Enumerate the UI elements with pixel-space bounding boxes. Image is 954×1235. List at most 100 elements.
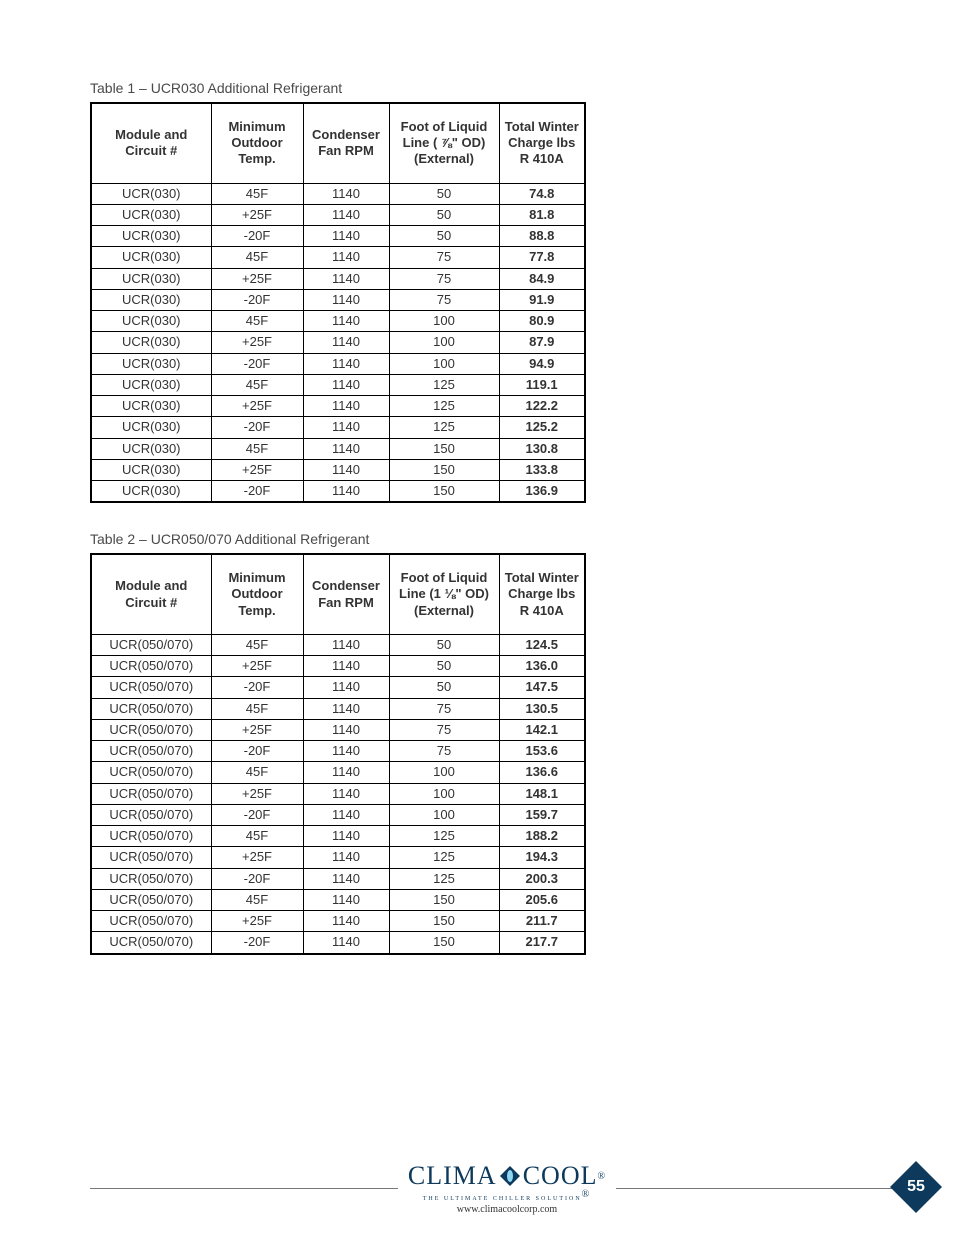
table-cell: 45F xyxy=(211,438,303,459)
table-cell: 100 xyxy=(389,353,499,374)
column-header: Module and Circuit # xyxy=(91,103,211,183)
table-cell: -20F xyxy=(211,481,303,503)
table-cell: 1140 xyxy=(303,396,389,417)
table-row: UCR(030)+25F1140150133.8 xyxy=(91,459,585,480)
table-row: UCR(050/070)45F1140100136.6 xyxy=(91,762,585,783)
table-cell: UCR(050/070) xyxy=(91,634,211,655)
table-cell: UCR(050/070) xyxy=(91,698,211,719)
table-cell: 1140 xyxy=(303,332,389,353)
table-cell: 150 xyxy=(389,459,499,480)
table-cell: 150 xyxy=(389,438,499,459)
table-cell: +25F xyxy=(211,459,303,480)
table-cell: -20F xyxy=(211,289,303,310)
table-cell: 45F xyxy=(211,889,303,910)
table-cell: UCR(030) xyxy=(91,247,211,268)
table-cell: 77.8 xyxy=(499,247,585,268)
table-cell: 125 xyxy=(389,396,499,417)
table-cell: 50 xyxy=(389,677,499,698)
brand-logo: CLIMA COOL ® THE ULTIMATE CHILLER SOLUTI… xyxy=(408,1161,606,1215)
column-header: Condenser Fan RPM xyxy=(303,103,389,183)
table-cell: 136.9 xyxy=(499,481,585,503)
table-cell: 147.5 xyxy=(499,677,585,698)
table-cell: 148.1 xyxy=(499,783,585,804)
table-cell: UCR(050/070) xyxy=(91,847,211,868)
table-cell: 1140 xyxy=(303,911,389,932)
table-cell: 75 xyxy=(389,698,499,719)
table-row: UCR(050/070)+25F1140150211.7 xyxy=(91,911,585,932)
table-cell: UCR(030) xyxy=(91,268,211,289)
table-cell: 1140 xyxy=(303,634,389,655)
table-cell: UCR(030) xyxy=(91,332,211,353)
table-row: UCR(050/070)-20F114075153.6 xyxy=(91,741,585,762)
registered-mark: ® xyxy=(597,1171,606,1182)
table-row: UCR(050/070)45F114075130.5 xyxy=(91,698,585,719)
table-cell: -20F xyxy=(211,677,303,698)
table-cell: 1140 xyxy=(303,353,389,374)
table-cell: 125 xyxy=(389,868,499,889)
table-cell: 75 xyxy=(389,719,499,740)
table-cell: 1140 xyxy=(303,783,389,804)
table-cell: 45F xyxy=(211,247,303,268)
table-cell: 1140 xyxy=(303,268,389,289)
table-cell: 136.6 xyxy=(499,762,585,783)
table-cell: 50 xyxy=(389,656,499,677)
table-cell: 1140 xyxy=(303,289,389,310)
table-row: UCR(050/070)-20F1140100159.7 xyxy=(91,804,585,825)
table-cell: 84.9 xyxy=(499,268,585,289)
table-cell: +25F xyxy=(211,332,303,353)
table-cell: 119.1 xyxy=(499,374,585,395)
table-cell: 45F xyxy=(211,374,303,395)
table-cell: UCR(030) xyxy=(91,289,211,310)
logo-url: www.climacoolcorp.com xyxy=(408,1204,606,1215)
table-cell: 1140 xyxy=(303,417,389,438)
table-caption: Table 1 – UCR030 Additional Refrigerant xyxy=(90,80,864,96)
table-cell: 1140 xyxy=(303,741,389,762)
table-cell: UCR(030) xyxy=(91,481,211,503)
table-cell: 1140 xyxy=(303,889,389,910)
table-row: UCR(030)-20F114010094.9 xyxy=(91,353,585,374)
logo-text-right: COOL xyxy=(523,1161,598,1191)
table-cell: 142.1 xyxy=(499,719,585,740)
table-cell: 194.3 xyxy=(499,847,585,868)
table-cell: 50 xyxy=(389,183,499,204)
table-cell: 150 xyxy=(389,889,499,910)
table-cell: UCR(030) xyxy=(91,396,211,417)
table-cell: +25F xyxy=(211,847,303,868)
logo-tagline: THE ULTIMATE CHILLER SOLUTION® xyxy=(408,1189,606,1202)
table-cell: +25F xyxy=(211,204,303,225)
table-cell: +25F xyxy=(211,656,303,677)
table-row: UCR(030)45F114010080.9 xyxy=(91,311,585,332)
table-row: UCR(030)-20F1140125125.2 xyxy=(91,417,585,438)
table-cell: +25F xyxy=(211,911,303,932)
table-cell: 1140 xyxy=(303,932,389,954)
table-cell: 87.9 xyxy=(499,332,585,353)
table-cell: 124.5 xyxy=(499,634,585,655)
footer-rule-left xyxy=(90,1188,398,1189)
column-header: Condenser Fan RPM xyxy=(303,554,389,634)
table-cell: 125 xyxy=(389,847,499,868)
table-cell: +25F xyxy=(211,396,303,417)
table-cell: UCR(030) xyxy=(91,438,211,459)
table-row: UCR(030)45F11407577.8 xyxy=(91,247,585,268)
table-cell: 75 xyxy=(389,741,499,762)
table-cell: 1140 xyxy=(303,868,389,889)
table-cell: 94.9 xyxy=(499,353,585,374)
table-cell: 1140 xyxy=(303,438,389,459)
table-cell: 211.7 xyxy=(499,911,585,932)
table-row: UCR(030)+25F114010087.9 xyxy=(91,332,585,353)
table-cell: UCR(050/070) xyxy=(91,762,211,783)
table-cell: 91.9 xyxy=(499,289,585,310)
table-cell: 1140 xyxy=(303,656,389,677)
table-cell: 45F xyxy=(211,634,303,655)
logo-text-left: CLIMA xyxy=(408,1161,497,1191)
table-cell: 150 xyxy=(389,481,499,503)
table-cell: 1140 xyxy=(303,677,389,698)
table-cell: 217.7 xyxy=(499,932,585,954)
table-cell: UCR(050/070) xyxy=(91,868,211,889)
table-cell: -20F xyxy=(211,741,303,762)
table-cell: UCR(050/070) xyxy=(91,783,211,804)
table-cell: 80.9 xyxy=(499,311,585,332)
table-cell: -20F xyxy=(211,804,303,825)
table-cell: UCR(030) xyxy=(91,374,211,395)
table-cell: 205.6 xyxy=(499,889,585,910)
